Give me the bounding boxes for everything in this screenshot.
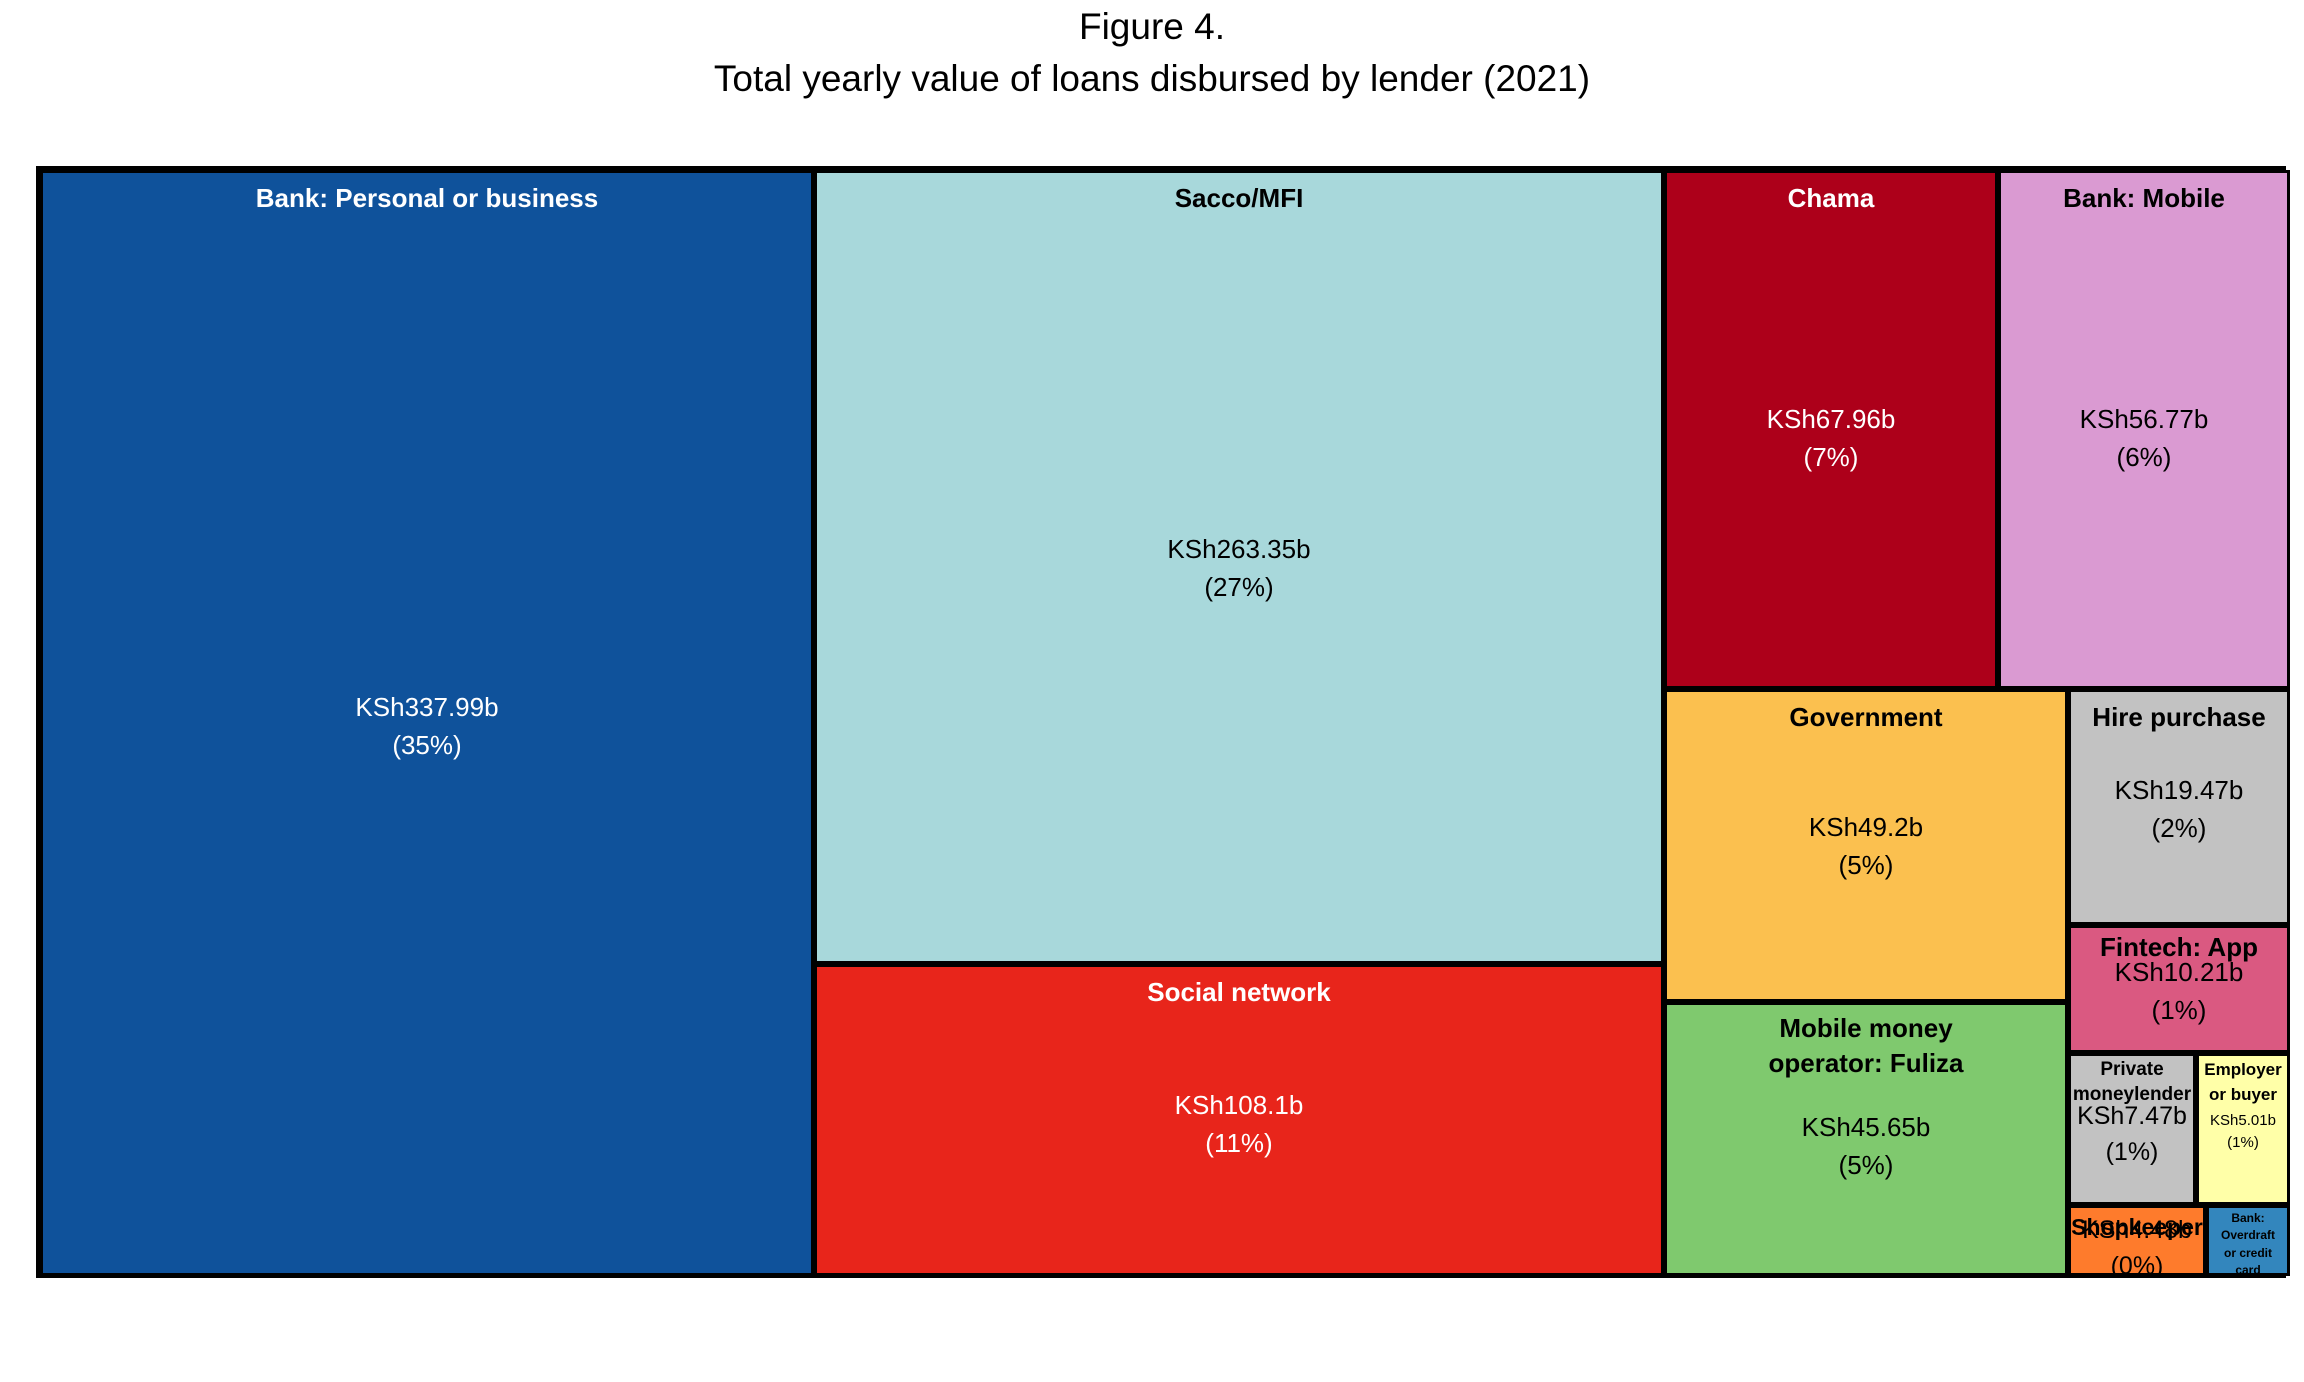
tile-value-shopkeeper: KSh4.48b (0%) bbox=[2082, 1216, 2192, 1276]
treemap-tile-sacco-mfi: Sacco/MFI KSh263.35b (27%) bbox=[814, 170, 1664, 964]
tile-value-hire-purchase: KSh19.47b (2%) bbox=[2114, 775, 2244, 843]
treemap-tile-social-network: Social network KSh108.1b (11%) bbox=[814, 964, 1664, 1276]
tile-label-hire-purchase: Hire purchase bbox=[2092, 702, 2266, 732]
treemap-plot-area: Bank: Personal or business KSh337.99b (35%… bbox=[36, 166, 2290, 1278]
tile-value-sacco-mfi: KSh263.35b (27%) bbox=[1167, 534, 1311, 602]
tile-label-sacco-mfi: Sacco/MFI bbox=[1174, 183, 1304, 213]
treemap-tile-chama: Chama KSh67.96b (7%) bbox=[1664, 170, 1998, 689]
tile-label-shopkeeper: Shopkeeper bbox=[2071, 1214, 2203, 1240]
chart-title: Total yearly value of loans disbursed by… bbox=[713, 58, 1591, 99]
treemap-tile-hire-purchase: Hire purchase KSh19.47b (2%) bbox=[2068, 689, 2290, 925]
tile-label-social-network: Social network bbox=[1147, 977, 1331, 1007]
tile-value-private-moneylender: KSh7.47b (1%) bbox=[2077, 1102, 2187, 1167]
tile-value-chama: KSh67.96b (7%) bbox=[1766, 404, 1896, 472]
treemap-tile-government: Government KSh49.2b (5%) bbox=[1664, 689, 2068, 1002]
treemap-tile-private-moneylender: Private moneylender KSh7.47b (1%) bbox=[2068, 1053, 2196, 1205]
figure-label: Figure 4. bbox=[1078, 6, 1225, 47]
treemap-tile-fintech-app: Fintech: App KSh10.21b (1%) bbox=[2068, 925, 2290, 1053]
tile-label-employer-buyer: Employer or buyer bbox=[2204, 1060, 2282, 1104]
tile-label-fuliza: Mobile money operator: Fuliza bbox=[1768, 1013, 1964, 1079]
treemap-tile-employer-buyer: Employer or buyer KSh5.01b (1%) bbox=[2196, 1053, 2290, 1205]
tile-value-government: KSh49.2b (5%) bbox=[1808, 812, 1924, 880]
treemap-tile-bank-personal: Bank: Personal or business KSh337.99b (35%… bbox=[40, 170, 814, 1276]
treemap-tile-shopkeeper: Shopkeeper KSh4.48b (0%) bbox=[2068, 1205, 2206, 1276]
tile-value-fintech-app: KSh10.21b (1%) bbox=[2114, 957, 2244, 1025]
tile-label-bank-overdraft: Bank: Overdraft or credit card bbox=[2220, 1211, 2276, 1276]
tile-label-chama: Chama bbox=[1787, 183, 1875, 213]
tile-value-bank-mobile: KSh56.77b (6%) bbox=[2079, 404, 2209, 472]
tile-label-bank-personal: Bank: Personal or business bbox=[255, 183, 599, 213]
treemap-tile-fuliza: Mobile money operator: Fuliza KSh45.65b (5%… bbox=[1664, 1002, 2068, 1276]
tile-label-fintech-app: Fintech: App bbox=[2100, 932, 2258, 962]
tile-value-employer-buyer: KSh5.01b (1%) bbox=[2210, 1112, 2276, 1151]
tile-value-fuliza: KSh45.65b (5%) bbox=[1801, 1112, 1931, 1180]
tile-value-social-network: KSh108.1b (11%) bbox=[1174, 1090, 1304, 1158]
treemap-tile-bank-overdraft: Bank: Overdraft or credit card bbox=[2206, 1205, 2290, 1276]
treemap-tile-bank-mobile: Bank: Mobile KSh56.77b (6%) bbox=[1998, 170, 2290, 689]
tile-value-bank-personal: KSh337.99b (35%) bbox=[355, 692, 499, 760]
tile-label-bank-mobile: Bank: Mobile bbox=[2063, 183, 2225, 213]
tile-label-private-moneylender: Private moneylender bbox=[2072, 1059, 2192, 1105]
tile-label-government: Government bbox=[1789, 702, 1943, 732]
